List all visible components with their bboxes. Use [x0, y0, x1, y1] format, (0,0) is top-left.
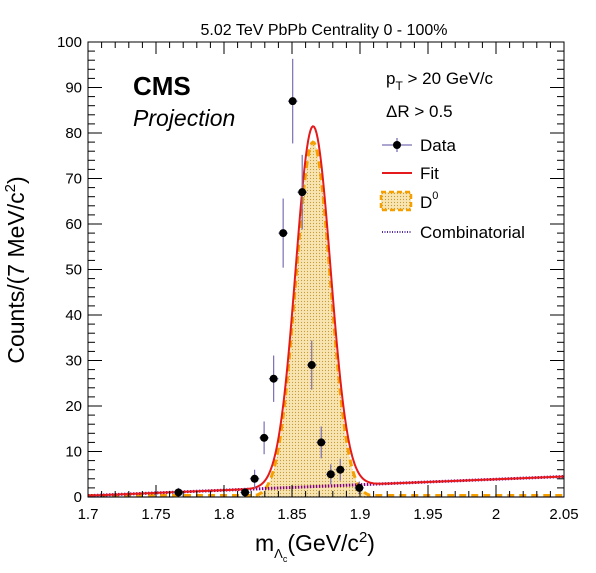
- pt-cut-value: > 20 GeV/c: [403, 69, 494, 88]
- data-point: [249, 469, 260, 488]
- x-axis-title-unit: (GeV/c: [287, 530, 359, 556]
- x-tick-label: 1.85: [277, 506, 306, 523]
- projection-label: Projection: [133, 105, 235, 131]
- d0-curve: [88, 140, 564, 497]
- data-point: [287, 58, 298, 144]
- y-tick-label: 50: [65, 262, 82, 279]
- y-tick-label: 60: [65, 216, 82, 233]
- data-point: [335, 458, 346, 481]
- data-point: [326, 464, 336, 485]
- legend-d0-sup: 0: [432, 190, 438, 202]
- data-point-marker: [298, 188, 307, 197]
- y-axis-title-post: ): [3, 176, 29, 184]
- data-point-marker: [326, 470, 335, 479]
- data-point-marker: [260, 433, 269, 442]
- x-tick-label: 2.05: [549, 506, 578, 523]
- dr-cut-label: ΔR > 0.5: [386, 102, 453, 121]
- legend-d0-label: D0: [420, 190, 438, 212]
- data-point-marker: [269, 374, 278, 383]
- x-tick-label: 1.8: [214, 506, 235, 523]
- axis-ticks: 1.7 1.75 1.8 1.85 1.9 1.95 2 2.05 0 10 20 30 40 50 60 7…: [57, 34, 579, 523]
- legend: Data Fit D0 Combinatorial: [379, 136, 525, 242]
- y-tick-label: 80: [65, 125, 82, 142]
- data-point: [316, 426, 326, 459]
- pt-cut-label: pT > 20 GeV/c: [386, 69, 494, 93]
- data-point-marker: [250, 474, 259, 483]
- x-tick-label: 2: [492, 506, 500, 523]
- data-point-marker: [174, 488, 183, 497]
- d0-area: [224, 142, 415, 497]
- legend-d0-main: D: [420, 193, 432, 212]
- legend-fit-label: Fit: [420, 164, 439, 183]
- chart-title: 5.02 TeV PbPb Centrality 0 - 100%: [201, 22, 448, 39]
- y-tick-label: 40: [65, 307, 82, 324]
- y-tick-label: 30: [65, 353, 82, 370]
- y-tick-label: 0: [74, 489, 82, 506]
- plot-area: [87, 58, 565, 498]
- data-point: [268, 355, 279, 402]
- x-axis-title: mΛc(GeV/c2): [255, 529, 375, 564]
- data-point-marker: [288, 97, 297, 106]
- x-axis-title-unit-sup: 2: [359, 529, 367, 546]
- legend-data-label: Data: [420, 136, 456, 155]
- data-point: [259, 421, 269, 455]
- y-tick-label: 100: [57, 34, 82, 51]
- data-point: [306, 340, 317, 390]
- x-tick-label: 1.9: [350, 506, 371, 523]
- y-axis-title-sup: 2: [2, 184, 19, 192]
- y-axis-title-main: Counts/(7 MeV/c: [3, 192, 29, 363]
- data-point: [278, 198, 288, 268]
- x-tick-label: 1.75: [141, 506, 170, 523]
- data-point-marker: [336, 465, 345, 474]
- data-point: [297, 154, 307, 230]
- x-axis-title-unit-post: ): [367, 530, 375, 556]
- data-point-marker: [317, 438, 326, 447]
- data-point-marker: [241, 488, 250, 497]
- y-tick-label: 10: [65, 444, 82, 461]
- x-axis-title-main: m: [255, 530, 274, 556]
- x-axis-title-sub: Λ: [274, 546, 283, 561]
- fit-curve: [87, 125, 565, 497]
- legend-data-marker: [393, 141, 401, 149]
- legend-comb-label: Combinatorial: [420, 223, 525, 242]
- data-point: [240, 487, 250, 497]
- y-axis-title: Counts/(7 MeV/c2): [2, 176, 29, 363]
- x-tick-label: 1.95: [413, 506, 442, 523]
- y-tick-label: 90: [65, 80, 82, 97]
- x-tick-label: 1.7: [78, 506, 99, 523]
- y-tick-label: 20: [65, 398, 82, 415]
- data-point-marker: [307, 361, 316, 370]
- x-axis-title-subsub: c: [283, 554, 288, 564]
- cms-label: CMS: [133, 71, 191, 101]
- y-tick-label: 70: [65, 171, 82, 188]
- data-point-marker: [279, 229, 288, 238]
- data-point-marker: [355, 483, 364, 492]
- legend-d0-box: [379, 190, 413, 212]
- pt-cut-sub: T: [395, 79, 403, 93]
- data-point: [354, 481, 365, 495]
- data-point: [173, 487, 184, 497]
- pt-cut-p: p: [386, 69, 395, 88]
